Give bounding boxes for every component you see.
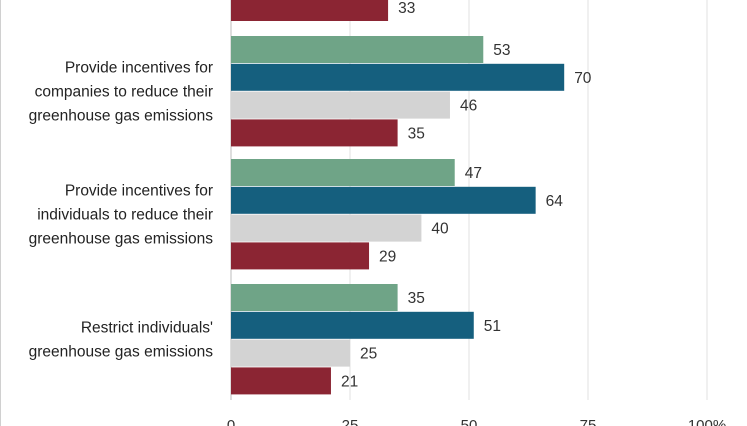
value-label: 35 [408,125,425,142]
value-label: 21 [341,373,358,390]
value-label: 64 [546,193,564,210]
value-label: 40 [431,221,449,238]
value-label: 29 [379,248,396,265]
bar-group1-series2 [231,63,565,91]
bar-group3-series1 [231,284,398,311]
value-label: 25 [360,346,377,363]
value-label: 33 [398,0,415,17]
x-tick-label: 100% [688,417,726,426]
value-label: 53 [493,42,510,59]
value-label: 51 [484,318,501,335]
category-label-line: greenhouse gas emissions [29,344,214,361]
bars [231,0,565,395]
category-label-line: Restrict individuals' [81,320,213,337]
category-label-line: Provide incentives for [65,60,213,77]
category-label-line: companies to reduce their [35,84,213,101]
bar-group2-series2 [231,186,536,214]
category-labels: Provide incentives for companies to reduc… [29,60,214,361]
category-label: Restrict individuals' greenhouse gas emis… [29,320,214,361]
x-tick-label: 0 [227,417,235,426]
value-label: 47 [465,165,482,182]
value-label: 35 [408,290,425,307]
x-tick-label: 50 [461,417,478,426]
value-label: 46 [460,98,477,115]
bar-group3-series4 [231,367,331,395]
bar-group1-series1 [231,36,484,63]
bar-group2-series4 [231,242,370,270]
bar-group3-series3 [231,339,350,367]
category-label: Provide incentives for companies to reduc… [29,60,214,125]
x-tick-label: 75 [580,417,597,426]
bar-group1-series3 [231,91,450,119]
value-label: 70 [574,70,592,87]
bar-partial-top [231,0,389,21]
x-axis-ticks: 0 25 50 75 100% [227,417,726,426]
bar-group1-series4 [231,119,398,147]
category-label-line: greenhouse gas emissions [29,231,214,248]
category-label: Provide incentives for individuals to red… [29,183,214,248]
category-label-line: Provide incentives for [65,183,213,200]
bar-group3-series2 [231,311,474,339]
bar-group2-series1 [231,159,455,186]
bar-group2-series3 [231,214,422,242]
category-label-line: individuals to reduce their [37,207,213,224]
x-tick-label: 25 [342,417,359,426]
category-label-line: greenhouse gas emissions [29,108,214,125]
